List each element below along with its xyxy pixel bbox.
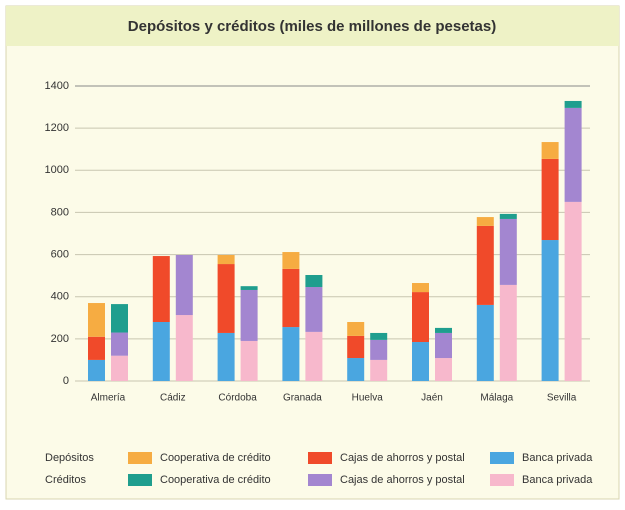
bar-segment [111,332,128,356]
legend-group-label: Créditos [45,474,86,486]
bar-segment [564,100,582,108]
bar-segment [412,292,429,343]
y-tick-label: 0 [63,375,69,387]
x-tick-label: Huelva [352,393,384,404]
legend-label: Cooperativa de crédito [160,474,271,486]
chart-title: Depósitos y créditos (miles de millones … [128,18,496,35]
legend-group-label: Depósitos [45,452,94,464]
bar-segment [305,275,323,288]
bar-segment [305,331,323,381]
legend-label: Cajas de ahorros y postal [340,474,465,486]
bar-segment [240,286,258,290]
legend-swatch [308,452,332,464]
bar-segment [435,327,452,333]
bar-segment [435,332,452,359]
bar-segment [541,240,559,381]
bar-segment [305,287,323,332]
bar-segment [476,225,494,305]
bar-segment [347,322,365,336]
bar-segment [347,335,365,359]
y-tick-label: 1400 [45,80,69,92]
legend-swatch [490,474,514,486]
legend-label: Banca privada [522,474,593,486]
bar-segment [175,254,193,316]
bar-segment [282,327,300,381]
bar-segment [370,359,388,381]
bar-segment [541,142,559,159]
bar-segment [88,303,105,337]
legend-swatch [490,452,514,464]
legend-swatch [128,474,152,486]
legend-label: Cooperativa de crédito [160,452,271,464]
bar-segment [476,217,494,226]
bar-segment [240,289,258,341]
bar-segment [499,213,517,219]
bar-segment [152,256,170,322]
bar-segment [564,201,582,381]
bar-segment [217,254,235,265]
bar-segment [541,158,559,241]
bar-segment [88,336,105,360]
y-tick-label: 1200 [45,122,69,134]
bar-segment [435,358,452,381]
bar-segment [370,332,388,340]
bar-segment [412,342,429,381]
bar-segment [88,359,105,381]
bar-segment [370,339,388,360]
bar-segment [111,355,128,381]
x-tick-label: Almería [91,393,126,404]
bar-segment [476,304,494,381]
y-tick-label: 200 [51,333,69,345]
y-tick-label: 1000 [45,164,69,176]
x-tick-label: Málaga [480,393,513,404]
legend-label: Cajas de ahorros y postal [340,452,465,464]
bar-segment [152,322,170,381]
bar-segment [217,264,235,333]
bar-segment [217,332,235,381]
x-tick-label: Granada [283,393,322,404]
title-band [6,6,619,46]
x-tick-label: Córdoba [218,393,257,404]
x-tick-label: Sevilla [547,393,577,404]
bar-segment [282,268,300,328]
bar-segment [412,283,429,293]
bar-segment [564,107,582,202]
x-tick-label: Cádiz [160,393,186,404]
bar-segment [175,315,193,381]
legend-swatch [308,474,332,486]
bar-segment [282,252,300,269]
bar-segment [347,358,365,381]
bar-segment [111,304,128,333]
legend-swatch [128,452,152,464]
y-tick-label: 600 [51,248,69,260]
chart-frame [5,5,620,500]
y-tick-label: 800 [51,206,69,218]
legend-label: Banca privada [522,452,593,464]
x-tick-label: Jaén [421,393,443,404]
y-tick-label: 400 [51,291,69,303]
bar-segment [499,284,517,381]
bar-segment [240,340,258,381]
bar-segment [499,218,517,285]
